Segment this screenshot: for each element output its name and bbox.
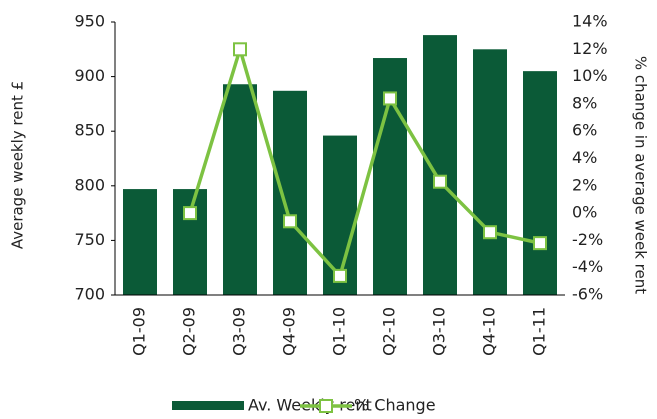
bar xyxy=(273,90,307,296)
line-marker xyxy=(183,206,197,221)
y-tick-label: 900 xyxy=(74,66,105,85)
x-tick-label: Q1-11 xyxy=(530,307,549,356)
y2-tick-label: 6% xyxy=(572,121,597,140)
bar xyxy=(173,189,207,295)
y2-tick-label: 10% xyxy=(572,66,608,85)
bar xyxy=(123,189,157,295)
line-marker xyxy=(433,174,447,189)
x-tick-label: Q1-10 xyxy=(330,307,349,356)
x-tick-label: Q2-10 xyxy=(380,307,399,356)
line-marker xyxy=(233,42,247,57)
x-tick-label: Q1-09 xyxy=(130,307,149,356)
y-tick-label: 750 xyxy=(74,230,105,249)
y2-tick-label: -2% xyxy=(572,230,603,249)
legend-label: % Change xyxy=(354,396,436,415)
y2-tick-label: -4% xyxy=(572,257,603,276)
x-tick-label: Q4-10 xyxy=(480,307,499,356)
y-tick-label: 850 xyxy=(74,121,105,140)
y2-tick-label: 12% xyxy=(572,39,608,58)
legend-swatch xyxy=(172,401,244,410)
line-marker xyxy=(383,91,397,106)
y2-axis-title: % change in average week rent xyxy=(632,56,650,294)
line-marker xyxy=(483,225,497,240)
y2-tick-label: 8% xyxy=(572,93,597,112)
bar xyxy=(323,135,357,295)
x-tick-label: Q2-09 xyxy=(180,307,199,356)
x-tick-label: Q4-09 xyxy=(280,307,299,356)
y2-tick-label: 0% xyxy=(572,203,597,222)
bar xyxy=(223,84,257,295)
line-marker xyxy=(533,236,547,251)
y2-tick-label: 4% xyxy=(572,148,597,167)
line xyxy=(188,43,541,280)
y2-tick-label: 14% xyxy=(572,12,608,31)
x-tick-label: Q3-10 xyxy=(430,307,449,356)
y-axis-title: Average weekly rent £ xyxy=(9,81,27,249)
y-tick-label: 700 xyxy=(74,285,105,304)
line-marker xyxy=(333,268,347,283)
bar xyxy=(523,71,557,295)
x-tick-label: Q3-09 xyxy=(230,307,249,356)
y2-tick-label: -6% xyxy=(572,285,603,304)
legend-swatch xyxy=(319,399,333,413)
bar xyxy=(473,49,507,295)
line-marker xyxy=(283,214,297,229)
y-tick-label: 800 xyxy=(74,175,105,194)
y-tick-label: 950 xyxy=(74,12,105,31)
y2-tick-label: 2% xyxy=(572,175,597,194)
